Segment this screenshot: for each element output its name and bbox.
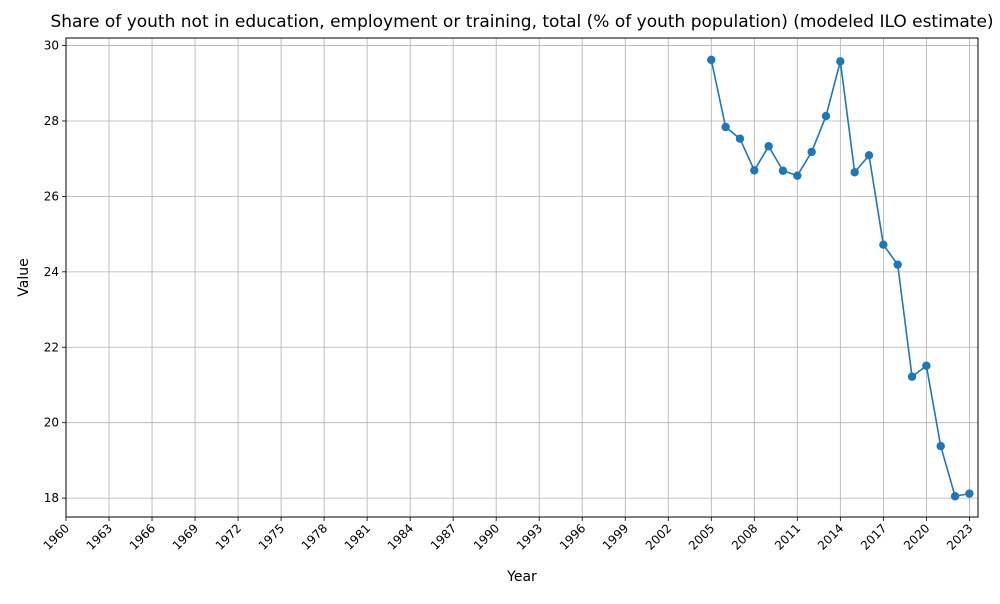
x-tick-label: 2020 [901,521,932,552]
x-tick-label: 2005 [686,521,717,552]
x-tick-label: 1981 [342,521,373,552]
x-tick-label: 1966 [127,521,158,552]
data-point [807,147,816,157]
y-axis-label: Value [16,258,32,296]
data-point [850,168,859,177]
grid [65,38,978,517]
x-tick-label: 2008 [729,521,760,552]
x-tick-label: 2011 [772,521,803,552]
x-axis-label: Year [506,569,537,585]
data-point [707,55,716,65]
data-point [721,122,730,132]
data-point [879,240,888,249]
data-point [893,260,902,269]
data-point [750,166,759,175]
x-tick-label: 1978 [299,521,330,552]
y-tick-label: 20 [44,416,59,430]
y-tick-label: 24 [44,265,59,279]
x-axis-ticks: 1960 1963 1966 1969 1972 1975 1978 1981 1984 1987… [41,517,976,553]
data-point [965,489,974,498]
data-point [735,134,745,143]
x-tick-label: 1999 [600,521,631,552]
x-tick-label: 2023 [944,521,975,552]
y-tick-label: 18 [44,491,59,505]
x-tick-label: 1963 [84,521,115,552]
x-tick-label: 1975 [256,521,287,552]
x-tick-label: 1969 [170,521,201,552]
y-tick-label: 22 [44,340,59,354]
data-point [936,441,945,451]
x-tick-label: 1972 [213,521,244,552]
y-tick-label: 30 [44,39,59,53]
y-axis-ticks: 18 20 22 24 26 28 30 [44,39,66,505]
chart-title: Share of youth not in education, employm… [50,12,993,32]
series [707,55,974,501]
y-tick-label: 26 [44,189,59,203]
data-point [793,171,802,180]
x-tick-label: 1990 [471,521,502,552]
data-point [922,361,931,370]
data-point [864,151,874,160]
x-tick-label: 2017 [858,521,889,552]
y-tick-label: 28 [44,114,59,128]
x-tick-label: 2002 [643,521,674,552]
data-point [778,166,788,175]
x-tick-label: 1987 [428,521,459,552]
data-point [821,111,831,121]
data-point [907,372,917,381]
data-point [836,57,845,66]
x-tick-label: 1993 [514,521,545,552]
data-point [764,142,773,151]
plot-frame [65,37,979,518]
data-point [950,492,960,501]
x-tick-label: 1984 [385,521,416,552]
x-tick-label: 2014 [815,521,846,552]
x-tick-label: 1960 [41,521,72,552]
x-tick-label: 1996 [557,521,588,552]
